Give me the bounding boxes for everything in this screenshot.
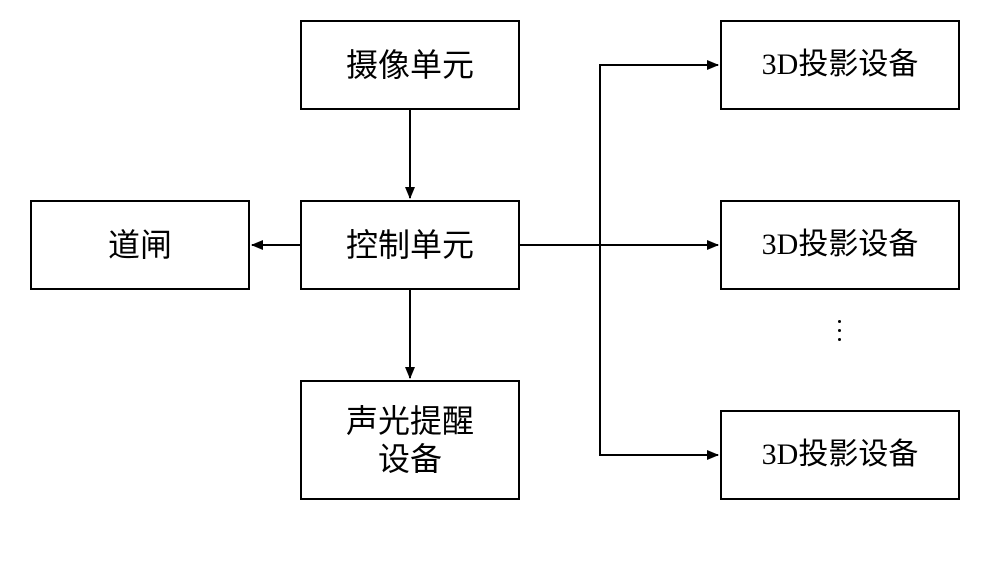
node-proj1-label: 3D投影设备: [762, 47, 919, 83]
node-camera-label: 摄像单元: [346, 46, 474, 84]
node-proj3-label: 3D投影设备: [762, 437, 919, 473]
node-control-label: 控制单元: [346, 226, 474, 264]
node-alert-label: 声光提醒 设备: [346, 402, 474, 479]
node-proj2-label: 3D投影设备: [762, 227, 919, 263]
edge-control-proj3: [600, 245, 718, 455]
node-proj2: 3D投影设备: [720, 200, 960, 290]
ellipsis-vdots: [838, 320, 841, 341]
node-camera: 摄像单元: [300, 20, 520, 110]
node-proj1: 3D投影设备: [720, 20, 960, 110]
node-alert: 声光提醒 设备: [300, 380, 520, 500]
node-gate-label: 道闸: [108, 226, 172, 264]
node-control: 控制单元: [300, 200, 520, 290]
node-proj3: 3D投影设备: [720, 410, 960, 500]
edge-control-proj1: [600, 65, 718, 245]
node-gate: 道闸: [30, 200, 250, 290]
